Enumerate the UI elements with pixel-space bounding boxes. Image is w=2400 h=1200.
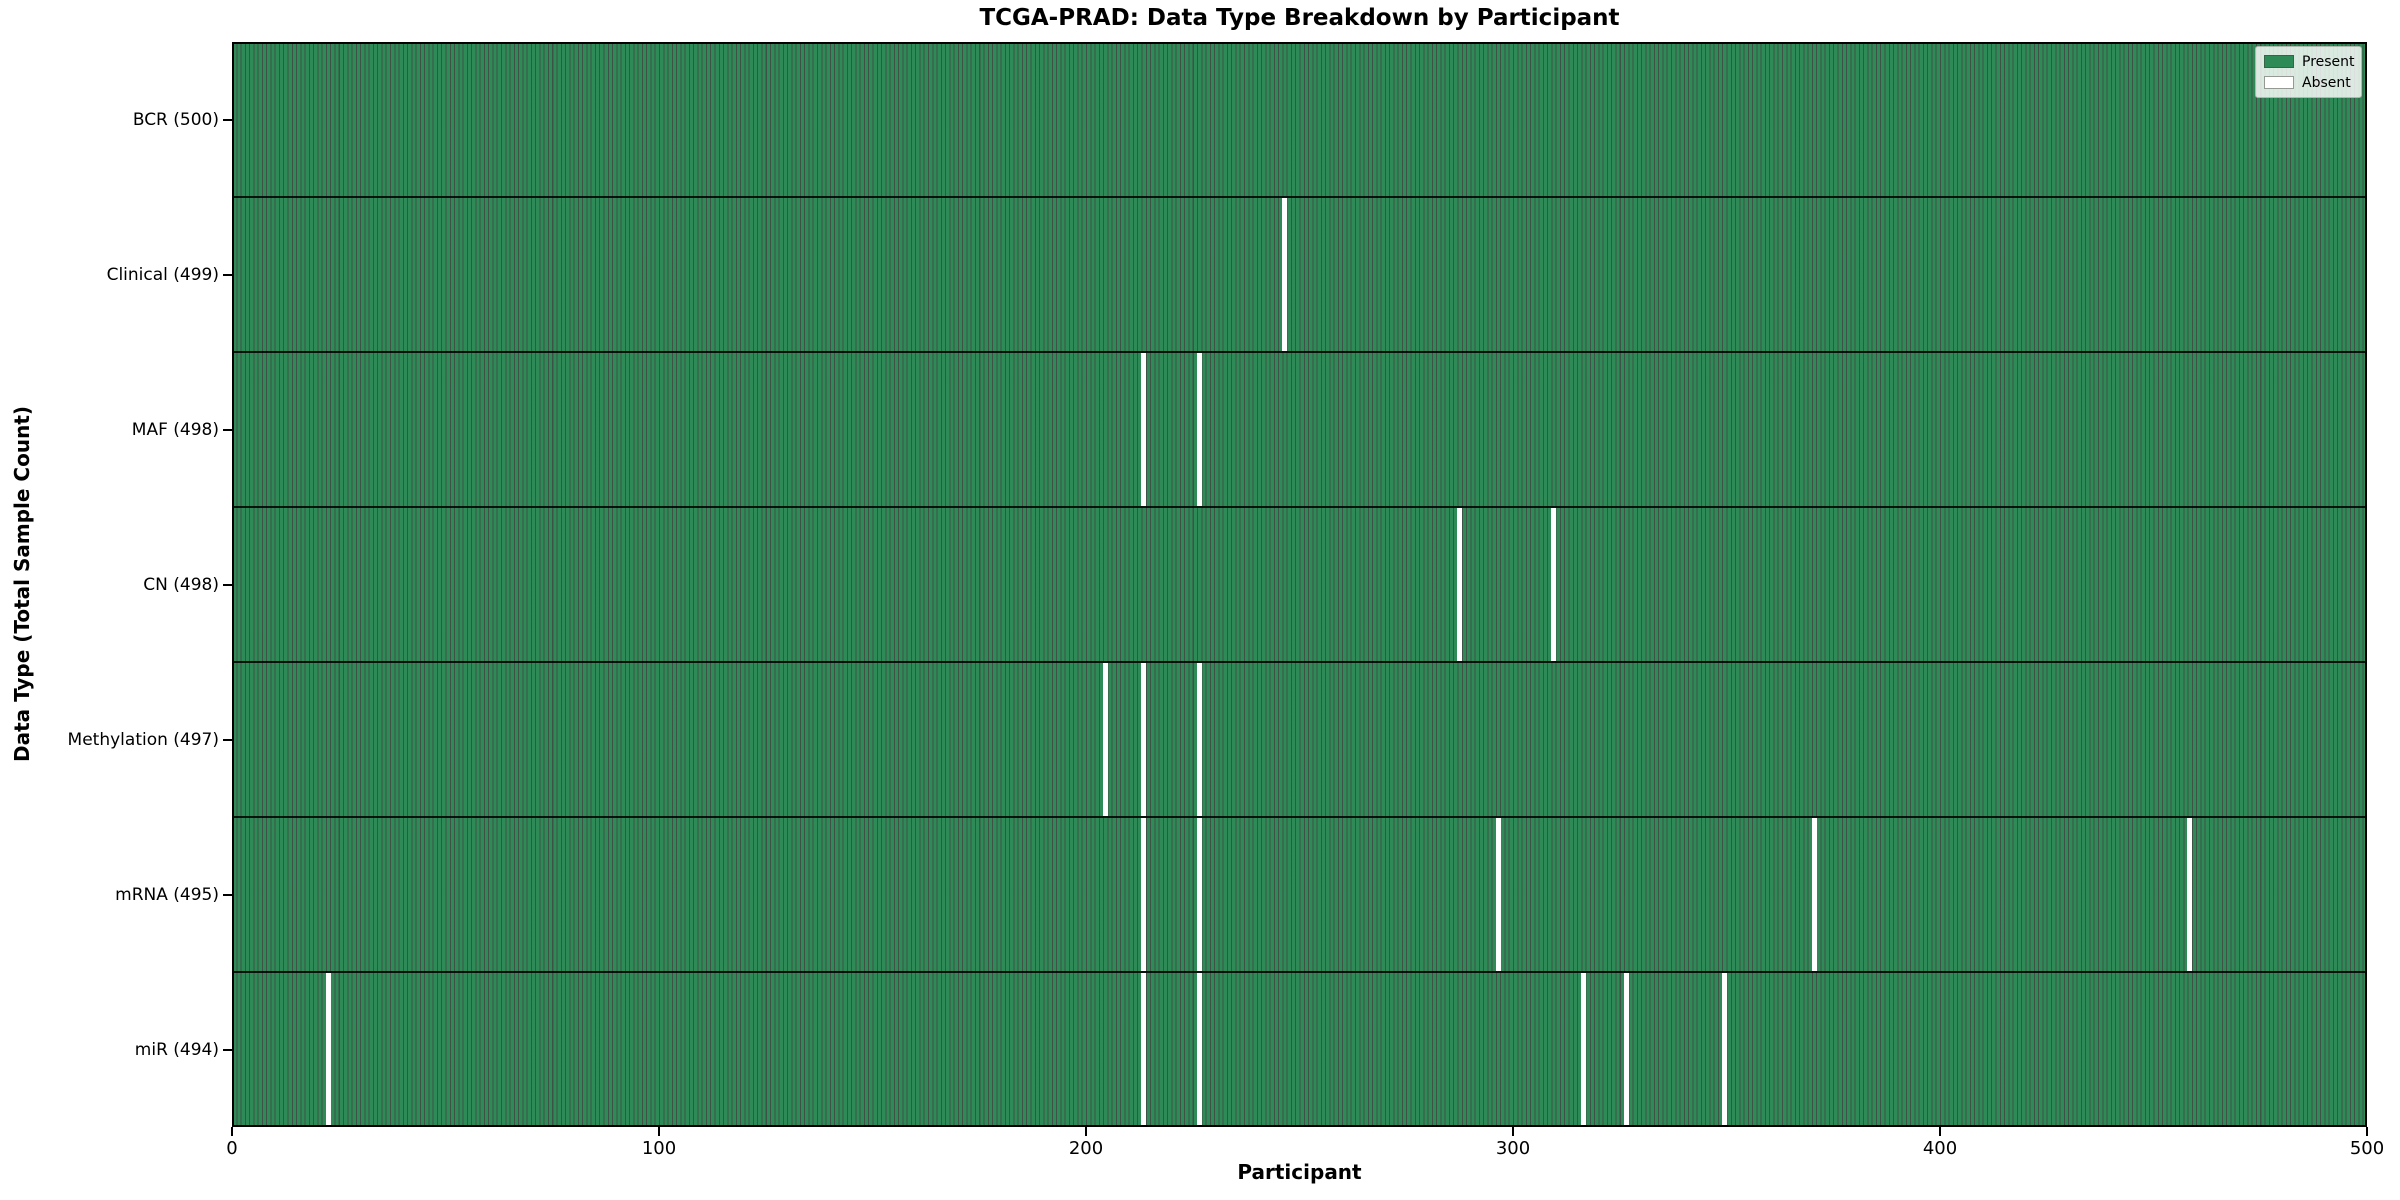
x-axis-label: Participant xyxy=(1237,1160,1362,1184)
x-tick-label: 500 xyxy=(2349,1138,2385,1159)
heatmap-row-cn xyxy=(232,507,2367,662)
row-separator xyxy=(232,351,2367,353)
absent-gap xyxy=(1580,973,1586,1126)
absent-gap xyxy=(1141,353,1147,506)
x-tick-label: 300 xyxy=(1495,1138,1531,1159)
absent-gap xyxy=(1141,818,1147,971)
absent-gap xyxy=(1102,663,1108,816)
absent-gap xyxy=(1196,973,1202,1126)
y-tick-label: MAF (498) xyxy=(131,419,219,440)
row-separator xyxy=(232,506,2367,508)
row-separator xyxy=(232,196,2367,198)
absent-gap xyxy=(1721,973,1727,1126)
y-tick-mark xyxy=(223,428,232,431)
heatmap-row-mir xyxy=(232,972,2367,1127)
x-tick-mark xyxy=(1939,1127,1941,1136)
absent-gap xyxy=(1196,663,1202,816)
absent-gap xyxy=(1457,508,1463,661)
heatmap-row-clinical xyxy=(232,197,2367,352)
y-tick-label: mRNA (495) xyxy=(115,884,219,905)
y-tick-label: CN (498) xyxy=(143,574,219,595)
absent-gap xyxy=(325,973,331,1126)
x-tick-label: 200 xyxy=(1068,1138,1104,1159)
chart-title: TCGA-PRAD: Data Type Breakdown by Partic… xyxy=(979,5,1620,31)
x-tick-label: 100 xyxy=(641,1138,677,1159)
heatmap-row-maf xyxy=(232,352,2367,507)
row-separator xyxy=(232,816,2367,818)
legend-label-present: Present xyxy=(2302,53,2355,70)
plot-area xyxy=(232,42,2367,1127)
absent-swatch-icon xyxy=(2264,76,2294,89)
legend-item-absent: Absent xyxy=(2264,72,2353,93)
y-tick-label: Methylation (497) xyxy=(67,729,219,750)
x-tick-label: 400 xyxy=(1922,1138,1958,1159)
row-separator xyxy=(232,971,2367,973)
heatmap-row-bcr xyxy=(232,42,2367,197)
absent-gap xyxy=(2187,818,2193,971)
x-tick-mark xyxy=(1085,1127,1087,1136)
x-tick-mark xyxy=(658,1127,660,1136)
x-tick-mark xyxy=(231,1127,233,1136)
x-tick-mark xyxy=(1512,1127,1514,1136)
y-tick-mark xyxy=(223,273,232,276)
absent-gap xyxy=(1495,818,1501,971)
legend-label-absent: Absent xyxy=(2302,74,2351,91)
absent-gap xyxy=(1811,818,1817,971)
absent-gap xyxy=(1141,663,1147,816)
absent-gap xyxy=(1282,198,1288,351)
absent-gap xyxy=(1196,818,1202,971)
absent-gap xyxy=(1141,973,1147,1126)
y-tick-mark xyxy=(223,118,232,121)
y-tick-mark xyxy=(223,1048,232,1051)
y-tick-mark xyxy=(223,583,232,586)
legend: Present Absent xyxy=(2255,46,2362,98)
y-tick-mark xyxy=(223,738,232,741)
row-separator xyxy=(232,661,2367,663)
absent-gap xyxy=(1623,973,1629,1126)
absent-gap xyxy=(1196,353,1202,506)
heatmap-row-mrna xyxy=(232,817,2367,972)
y-tick-label: miR (494) xyxy=(134,1039,219,1060)
y-tick-mark xyxy=(223,893,232,896)
present-swatch-icon xyxy=(2264,55,2294,68)
y-tick-label: BCR (500) xyxy=(132,109,219,130)
absent-gap xyxy=(1551,508,1557,661)
x-tick-label: 0 xyxy=(226,1138,238,1159)
legend-item-present: Present xyxy=(2264,51,2355,72)
y-tick-label: Clinical (499) xyxy=(106,264,219,285)
heatmap-row-methylation xyxy=(232,662,2367,817)
x-tick-mark xyxy=(2366,1127,2368,1136)
